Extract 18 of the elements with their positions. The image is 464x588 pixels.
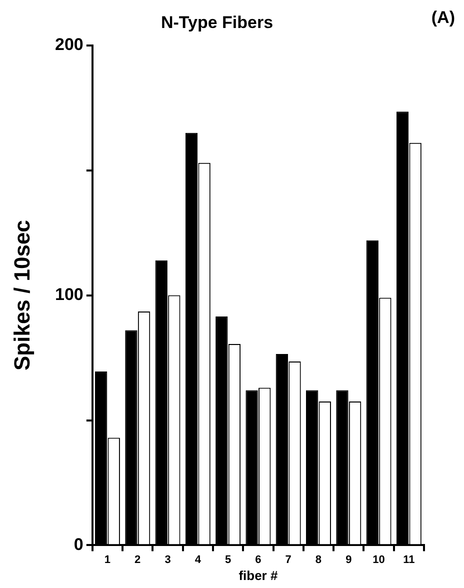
x-tick-label: 6: [255, 554, 262, 566]
x-tick-label: 4: [194, 554, 202, 566]
x-tick-label: 5: [224, 554, 232, 566]
x-tick-label: 10: [372, 554, 385, 566]
x-tick-label: 9: [346, 554, 352, 566]
y-tick-label: 100: [55, 284, 84, 304]
y-tick-label: 200: [55, 35, 84, 54]
x-tick-label: 2: [134, 554, 141, 566]
text: (A): [431, 8, 455, 28]
chart-title: N-Type Fibers: [160, 12, 274, 32]
x-tick-label: 7: [285, 554, 292, 566]
x-tick-label: 11: [403, 554, 415, 566]
x-tick-label: 8: [315, 554, 322, 566]
x-tick-label: 3: [164, 554, 171, 566]
x-axis-title: fiber #: [238, 568, 278, 583]
y-tick-label: 0: [74, 534, 84, 554]
x-tick-label: 1: [104, 554, 111, 566]
y-axis-title: Spikes / 10sec: [9, 220, 34, 371]
